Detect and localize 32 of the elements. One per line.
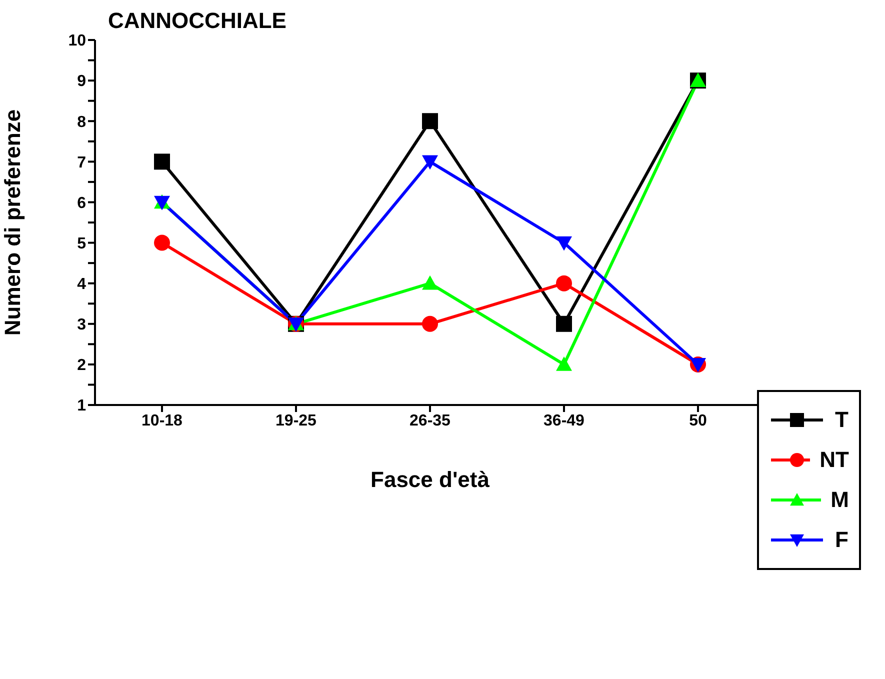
y-tick-label: 3 bbox=[77, 316, 86, 334]
x-tick-label: 19-25 bbox=[276, 412, 317, 430]
legend-label: F bbox=[835, 527, 848, 553]
y-tick-label: 7 bbox=[77, 154, 86, 172]
chart-title: CANNOCCHIALE bbox=[108, 8, 286, 34]
y-tick-label: 5 bbox=[77, 235, 86, 252]
point bbox=[556, 275, 572, 292]
legend-label: T bbox=[835, 407, 848, 433]
y-tick-label: 9 bbox=[77, 73, 86, 90]
point bbox=[422, 275, 438, 290]
y-tick-label: 10 bbox=[68, 32, 86, 50]
x-tick-label: 10-18 bbox=[142, 412, 183, 430]
x-tick-label: 26-35 bbox=[410, 412, 451, 430]
y-tick-label: 6 bbox=[77, 194, 86, 212]
point bbox=[422, 316, 438, 332]
y-tick-label: 4 bbox=[77, 276, 86, 294]
y-tick-label: 1 bbox=[77, 398, 86, 415]
y-axis-title: Numero di preferenze bbox=[0, 109, 25, 336]
point bbox=[556, 356, 572, 371]
point bbox=[154, 234, 170, 251]
point bbox=[556, 316, 572, 332]
legend-label: NT bbox=[820, 447, 849, 473]
x-tick-label: 36-49 bbox=[544, 412, 585, 430]
point bbox=[154, 154, 170, 170]
y-tick-label: 2 bbox=[77, 357, 86, 374]
legend-label: M bbox=[830, 487, 849, 513]
point bbox=[422, 155, 438, 170]
x-axis-title: Fasce d'età bbox=[370, 467, 490, 492]
y-tick-label: 8 bbox=[77, 114, 86, 131]
point bbox=[556, 236, 572, 251]
point bbox=[422, 113, 438, 130]
x-tick-label: 50 bbox=[689, 412, 707, 430]
